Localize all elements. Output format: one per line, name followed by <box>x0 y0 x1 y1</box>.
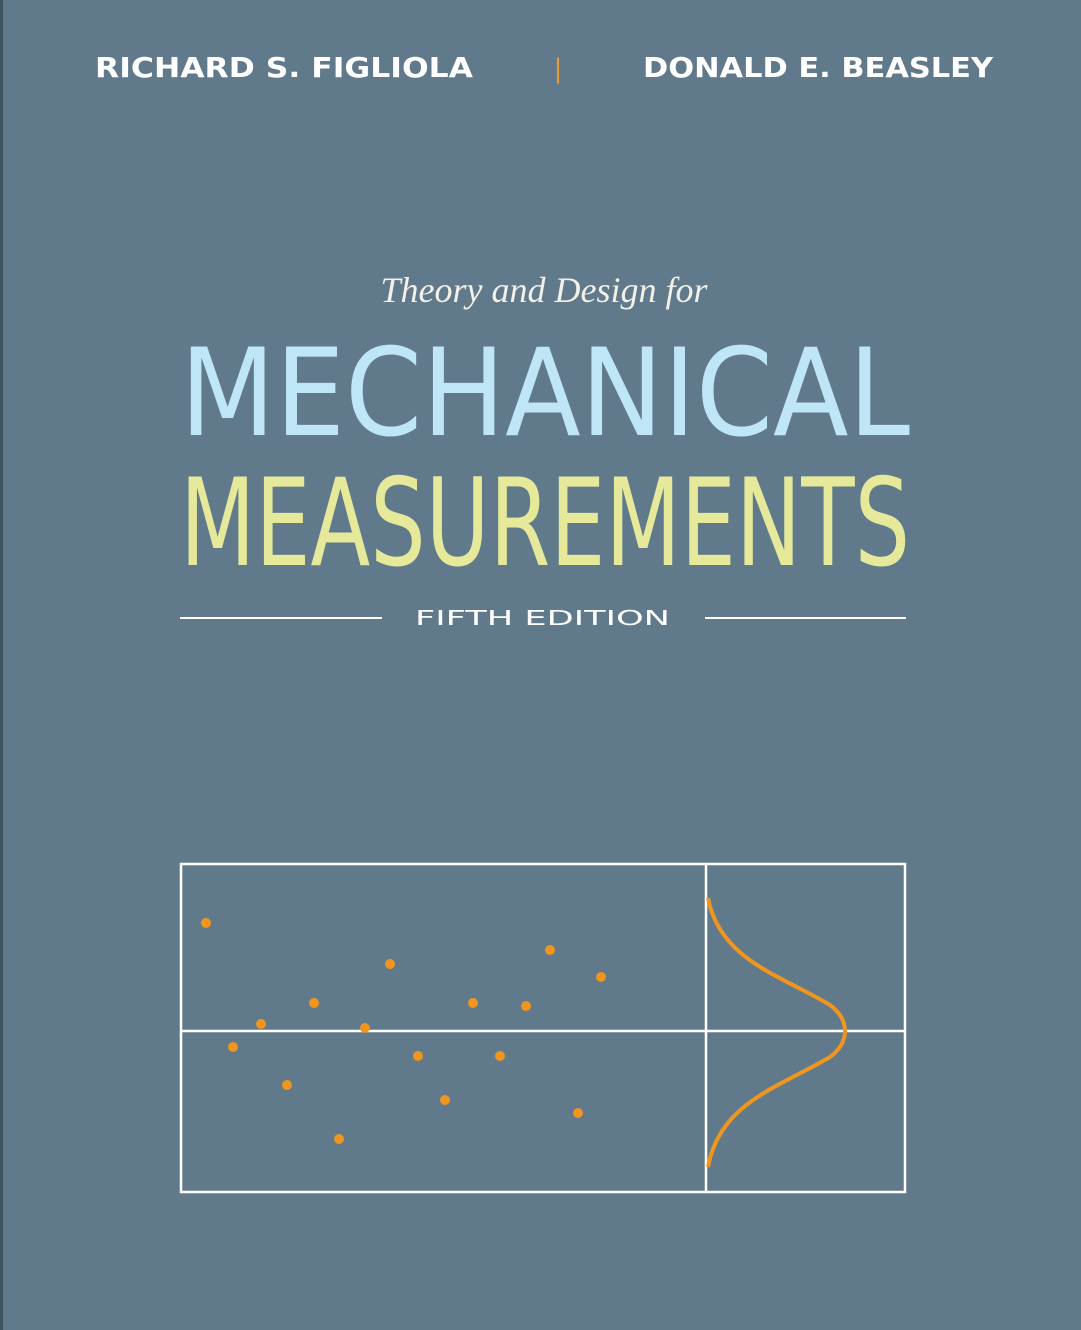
dot <box>573 1108 583 1118</box>
dot <box>468 998 478 1008</box>
dot <box>440 1095 450 1105</box>
dot <box>413 1051 423 1061</box>
dot <box>334 1134 344 1144</box>
subtitle: Theory and Design for <box>381 270 709 310</box>
dot <box>282 1080 292 1090</box>
scatter-dots <box>201 918 606 1144</box>
edition: FIFTH EDITION <box>415 606 670 630</box>
title-line-1: MECHANICAL <box>180 323 910 464</box>
dot <box>360 1023 370 1033</box>
author-1: RICHARD S. FIGLIOLA <box>95 51 473 84</box>
dot <box>256 1019 266 1029</box>
dot <box>201 918 211 928</box>
dot <box>545 945 555 955</box>
author-2: DONALD E. BEASLEY <box>643 51 994 84</box>
dot <box>521 1001 531 1011</box>
spine-edge <box>0 0 3 1330</box>
author-separator: | <box>554 54 563 84</box>
illustration-frame <box>179 862 907 1194</box>
title-line-2: MEASUREMENTS <box>180 453 910 594</box>
dot <box>385 959 395 969</box>
dot <box>596 972 606 982</box>
dot <box>309 998 319 1008</box>
bell-curve <box>706 897 847 1168</box>
dot <box>228 1042 238 1052</box>
dot <box>495 1051 505 1061</box>
cover-illustration <box>179 862 907 1194</box>
